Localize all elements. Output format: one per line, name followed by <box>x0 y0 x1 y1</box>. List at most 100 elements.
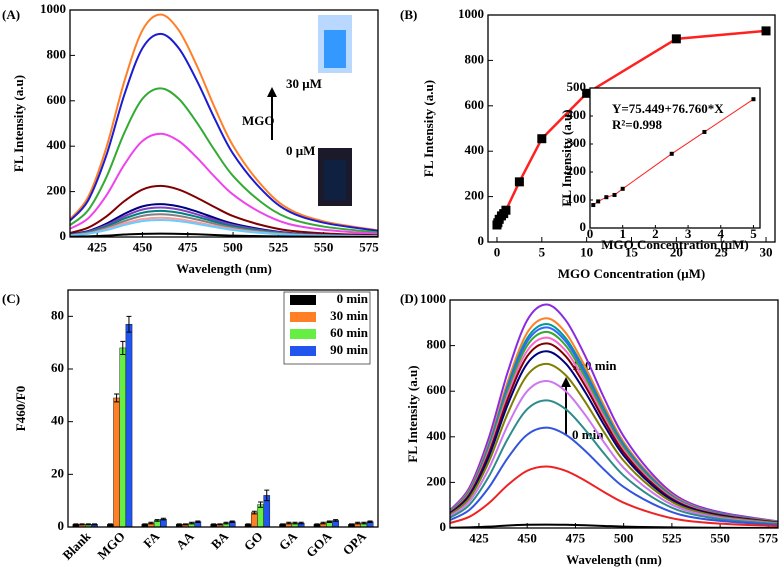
point <box>612 192 617 197</box>
y-tick-label: 400 <box>427 428 447 443</box>
error-bar <box>320 521 326 525</box>
x-tick-label: 475 <box>566 531 586 546</box>
error-bar <box>298 521 304 525</box>
error-bar <box>333 519 339 522</box>
point <box>596 199 601 204</box>
y-tick-label: 200 <box>47 183 67 198</box>
y-tick-label: 400 <box>47 137 67 152</box>
point <box>702 129 707 134</box>
error-bar <box>189 521 195 525</box>
x-tick-label: GA <box>276 528 301 553</box>
spectrum-line <box>450 465 778 528</box>
error-bar <box>182 523 188 526</box>
y-tick-label: 600 <box>47 92 67 107</box>
annotation: MGO <box>242 113 275 128</box>
x-tick-label: 20 <box>670 245 683 260</box>
x-axis-label: MGO Concentration (μM) <box>601 237 748 252</box>
x-tick-label: 425 <box>469 531 489 546</box>
x-axis-label: MGO Concentration (μM) <box>558 266 705 281</box>
y-tick-label: 0 <box>440 519 447 534</box>
point <box>537 134 547 144</box>
error-bar <box>92 523 98 526</box>
vial-images <box>318 15 352 206</box>
x-axis-label: Wavelength (nm) <box>176 261 272 276</box>
error-bar <box>107 523 113 526</box>
error-bar <box>120 340 126 356</box>
error-bar <box>286 521 292 525</box>
error-bar <box>348 523 354 526</box>
panel-label: (A) <box>2 7 20 22</box>
point <box>669 151 674 156</box>
error-bar <box>264 489 270 502</box>
panel-label: (B) <box>400 7 417 22</box>
error-bar <box>154 519 160 522</box>
x-tick-label: 1 <box>619 226 626 241</box>
error-bar <box>79 523 85 526</box>
point <box>514 177 524 187</box>
point <box>591 203 596 208</box>
y-axis-label: FL Intensity (a.u) <box>11 75 26 172</box>
x-tick-label: OPA <box>340 528 370 558</box>
plot-area <box>450 303 778 528</box>
error-bar <box>361 521 367 525</box>
y-tick-label: 800 <box>47 46 67 61</box>
point <box>671 34 681 44</box>
y-tick-label: 400 <box>567 107 587 122</box>
error-bar <box>85 523 91 526</box>
error-bar <box>280 523 286 526</box>
legend-label: 90 min <box>330 342 369 357</box>
y-tick-label: 0 <box>60 228 67 243</box>
error-bar <box>251 510 257 515</box>
x-tick-label: 450 <box>517 531 537 546</box>
spectrum-line <box>70 132 378 235</box>
x-tick-label: MGO <box>94 529 128 563</box>
y-tick-label: 0 <box>478 233 485 248</box>
error-bar <box>160 517 166 521</box>
error-bar <box>314 523 320 526</box>
x-tick-label: BA <box>208 528 232 552</box>
y-tick-label: 600 <box>427 382 447 397</box>
legend-swatch <box>290 295 316 305</box>
error-bar <box>148 521 154 525</box>
error-bar <box>211 523 217 526</box>
point <box>604 195 609 200</box>
error-bar <box>195 520 201 524</box>
annotation: Y=75.449+76.760*X <box>612 101 724 116</box>
x-axis-label: Wavelength (nm) <box>566 552 662 567</box>
x-tick-label: 4 <box>718 226 725 241</box>
y-tick-label: 800 <box>427 337 447 352</box>
y-tick-label: 200 <box>427 473 447 488</box>
panel: 0 200 400 600 800 1000 425 450 475 500 525 550 575 (D… <box>400 291 779 567</box>
error-bar <box>223 521 229 525</box>
point <box>582 88 592 98</box>
x-tick-label: 550 <box>314 240 334 255</box>
y-tick-label: 200 <box>465 188 485 203</box>
error-bar <box>176 523 182 526</box>
x-tick-label: GO <box>241 529 266 554</box>
x-tick-label: 3 <box>685 226 692 241</box>
error-bar <box>126 315 132 333</box>
x-tick-label: 525 <box>662 531 682 546</box>
y-tick-label: 200 <box>567 163 587 178</box>
x-tick-label: 5 <box>539 245 546 260</box>
y-tick-label: 500 <box>567 79 587 94</box>
x-tick-label: 500 <box>223 240 243 255</box>
point <box>761 26 771 36</box>
error-bar <box>114 393 120 403</box>
x-tick-label: 30 <box>760 245 773 260</box>
legend-swatch <box>290 346 316 356</box>
x-tick-label: 0 <box>494 245 501 260</box>
plot-area <box>72 315 374 527</box>
x-tick-label: 425 <box>87 240 107 255</box>
x-tick-label: Blank <box>59 528 94 563</box>
y-tick-label: 600 <box>465 97 485 112</box>
y-tick-label: 60 <box>51 360 64 375</box>
inset-bg <box>590 88 760 228</box>
arrow-d-head <box>561 377 571 387</box>
error-bar <box>73 523 79 526</box>
plot-frame <box>449 299 779 529</box>
y-axis-label: F460/F0 <box>13 386 28 432</box>
y-tick-label: 100 <box>567 191 587 206</box>
y-tick-label: 20 <box>51 465 64 480</box>
